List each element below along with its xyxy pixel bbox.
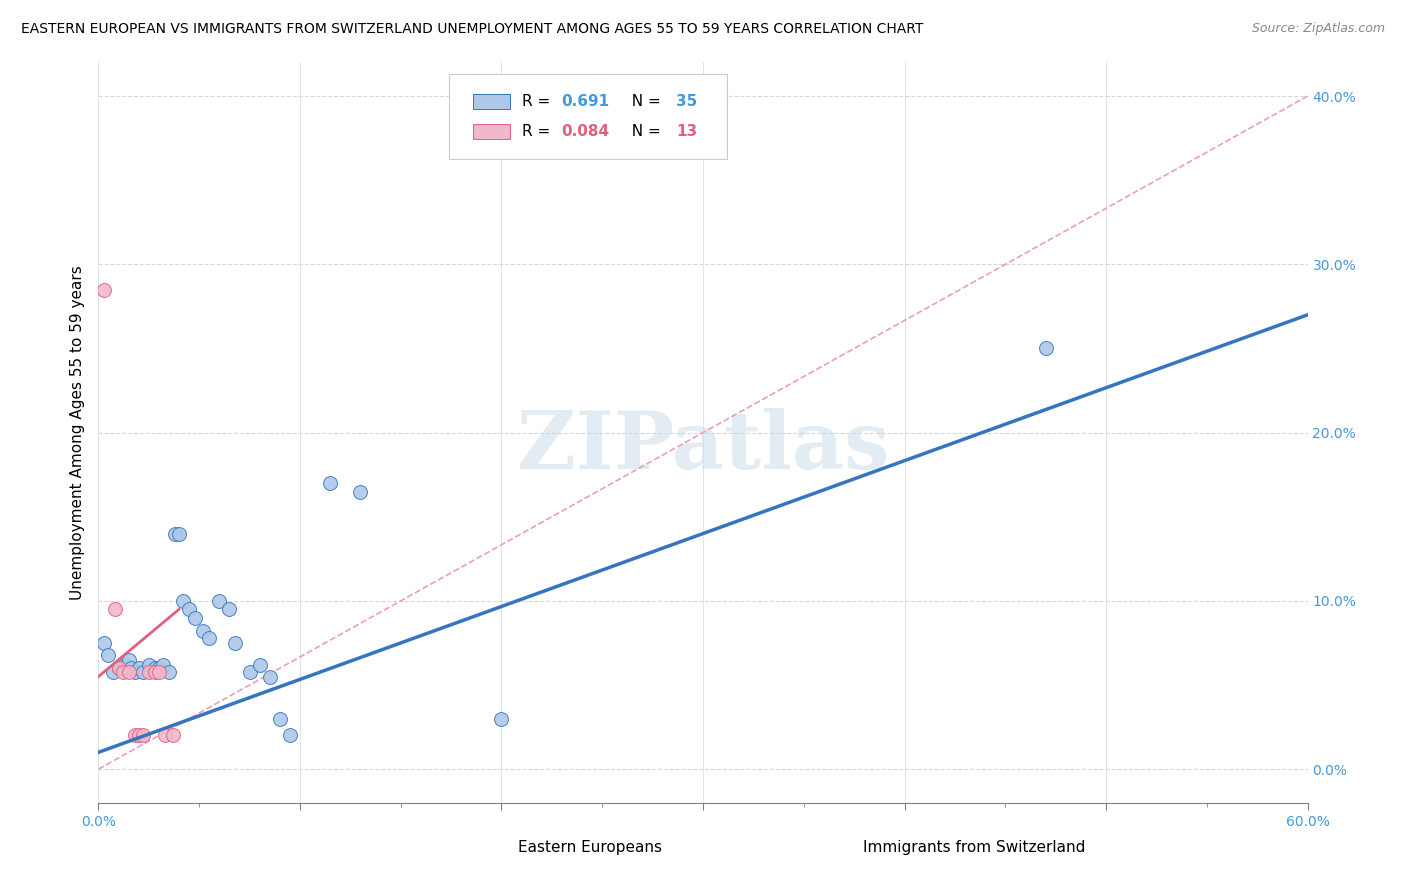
Point [138, 657, 160, 672]
Point [118, 653, 141, 667]
Text: ZIPatlas: ZIPatlas [517, 409, 889, 486]
Text: EASTERN EUROPEAN VS IMMIGRANTS FROM SWITZERLAND UNEMPLOYMENT AMONG AGES 55 TO 59: EASTERN EUROPEAN VS IMMIGRANTS FROM SWIT… [21, 22, 924, 37]
Point [179, 602, 201, 616]
Point [148, 665, 170, 679]
Text: R =: R = [522, 95, 555, 109]
Point [124, 665, 146, 679]
Point [172, 594, 194, 608]
Point [103, 602, 125, 616]
Point [1035, 342, 1057, 356]
Point [143, 665, 166, 679]
Point [97, 648, 120, 662]
Point [157, 665, 180, 679]
Point [259, 670, 281, 684]
Point [218, 602, 240, 616]
Text: R =: R = [522, 124, 555, 139]
Y-axis label: Unemployment Among Ages 55 to 59 years: Unemployment Among Ages 55 to 59 years [69, 265, 84, 600]
Point [269, 712, 291, 726]
Point [167, 526, 190, 541]
Text: N =: N = [621, 124, 665, 139]
Point [128, 661, 150, 675]
Point [111, 665, 134, 679]
Text: 0.691: 0.691 [561, 95, 610, 109]
Text: Immigrants from Switzerland: Immigrants from Switzerland [863, 839, 1085, 855]
Point [148, 661, 170, 675]
Point [93, 283, 115, 297]
Point [224, 636, 246, 650]
Point [101, 665, 124, 679]
FancyBboxPatch shape [449, 73, 727, 159]
Point [239, 665, 262, 679]
Point [491, 712, 513, 726]
Point [111, 661, 134, 675]
Point [193, 624, 215, 639]
Point [118, 665, 141, 679]
Point [278, 729, 301, 743]
Point [93, 636, 115, 650]
Point [120, 661, 142, 675]
Point [132, 665, 155, 679]
Point [138, 665, 160, 679]
Point [152, 657, 174, 672]
Point [163, 526, 186, 541]
Point [132, 729, 155, 743]
Point [198, 631, 221, 645]
Text: Source: ZipAtlas.com: Source: ZipAtlas.com [1251, 22, 1385, 36]
Point [162, 729, 184, 743]
FancyBboxPatch shape [474, 95, 509, 109]
FancyBboxPatch shape [467, 839, 506, 855]
Text: N =: N = [621, 95, 665, 109]
Text: 13: 13 [676, 124, 697, 139]
Point [319, 476, 342, 491]
Point [143, 661, 166, 675]
FancyBboxPatch shape [474, 124, 509, 138]
Point [107, 661, 129, 675]
Point [114, 657, 136, 672]
Point [153, 729, 176, 743]
FancyBboxPatch shape [811, 839, 851, 855]
Point [208, 594, 231, 608]
Text: 0.084: 0.084 [561, 124, 610, 139]
Point [124, 729, 146, 743]
Point [349, 484, 371, 499]
Point [184, 610, 207, 624]
Point [128, 729, 150, 743]
Text: 35: 35 [676, 95, 697, 109]
Point [249, 657, 271, 672]
Text: Eastern Europeans: Eastern Europeans [517, 839, 662, 855]
Point [107, 661, 129, 675]
